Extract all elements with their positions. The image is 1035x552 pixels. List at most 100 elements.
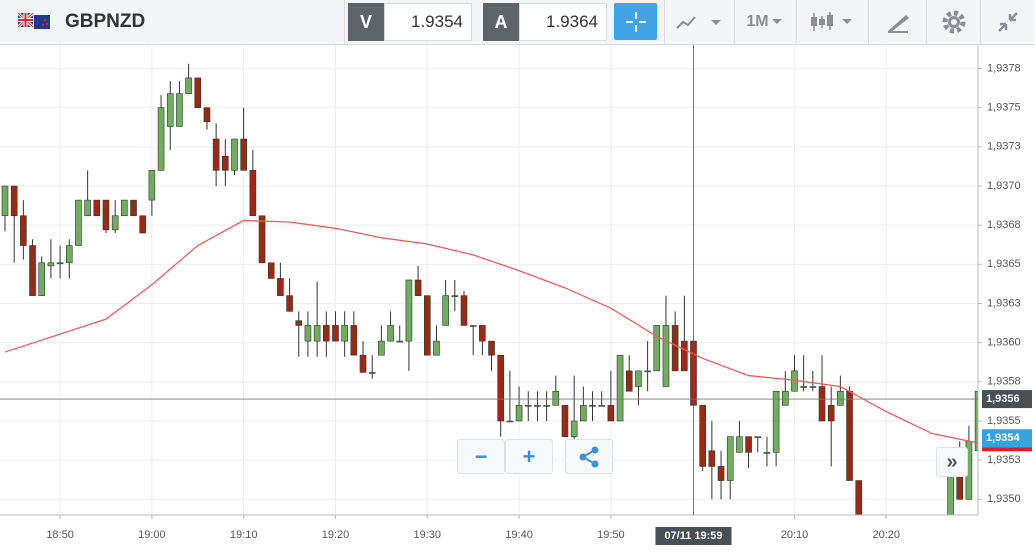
candle-body xyxy=(800,386,807,388)
candle-body xyxy=(598,405,606,407)
candle-body xyxy=(304,325,312,342)
collapse-button[interactable] xyxy=(980,0,1035,44)
y-tick-label: 1,9365 xyxy=(987,258,1021,270)
drawing-button[interactable] xyxy=(868,0,926,44)
candle-body xyxy=(644,370,651,373)
flag-icon xyxy=(18,13,50,29)
x-tick-label: 19:30 xyxy=(414,529,442,541)
candle-body xyxy=(10,185,18,217)
candle-body xyxy=(84,199,91,217)
candle-body xyxy=(543,405,550,407)
candle-body xyxy=(240,138,247,171)
candle-body xyxy=(515,405,523,422)
candle-body xyxy=(249,170,257,217)
buy-price[interactable]: 1.9364 xyxy=(519,3,607,41)
candle-body xyxy=(589,405,596,407)
candle-body xyxy=(625,370,633,392)
y-tick-label: 1,9378 xyxy=(987,62,1021,74)
candle-body xyxy=(717,466,725,481)
candle-body xyxy=(194,77,202,108)
sell-price[interactable]: 1.9354 xyxy=(384,3,472,41)
candle-body xyxy=(433,340,440,356)
candle-body xyxy=(534,405,541,407)
x-tick-label: 19:40 xyxy=(505,529,533,541)
candle-body xyxy=(653,325,661,372)
candle-body xyxy=(29,245,36,296)
candle-body xyxy=(295,320,303,326)
candle-body xyxy=(396,340,404,343)
last-price-label: 1,9354 xyxy=(986,432,1021,444)
x-tick-label: 19:00 xyxy=(138,529,166,541)
candle-body xyxy=(75,199,82,246)
candle-body xyxy=(93,199,101,217)
candle-body xyxy=(130,199,137,217)
candle-body xyxy=(818,386,826,422)
y-tick-label: 1,9358 xyxy=(987,376,1021,388)
candle-body xyxy=(267,262,275,279)
candle-body xyxy=(332,325,339,342)
candle-body xyxy=(121,199,128,217)
candle-body xyxy=(359,354,367,373)
y-tick-label: 1,9353 xyxy=(987,454,1021,466)
candle-body xyxy=(111,215,119,231)
candle-body xyxy=(378,340,385,356)
candle-body xyxy=(681,340,688,372)
candle-style-button[interactable] xyxy=(796,0,868,44)
candle-body xyxy=(423,295,431,356)
candle-body xyxy=(662,325,670,387)
candle-body xyxy=(763,452,771,454)
candle-body xyxy=(47,262,55,267)
candle-body xyxy=(607,405,615,422)
settings-button[interactable] xyxy=(926,0,980,44)
candle-body xyxy=(635,370,642,387)
candle-body xyxy=(772,390,780,453)
scroll-right-button[interactable]: » xyxy=(936,447,968,477)
candle-body xyxy=(20,215,27,246)
candle-body xyxy=(837,390,844,406)
candle-body xyxy=(451,295,459,297)
x-tick-label: 20:10 xyxy=(781,529,809,541)
candle-body xyxy=(580,405,587,422)
candle-body xyxy=(460,295,468,326)
chart-type-button[interactable] xyxy=(664,0,734,44)
candle-body xyxy=(479,325,486,342)
y-tick-label: 1,9363 xyxy=(987,297,1021,309)
crosshair-y-label: 1,9356 xyxy=(986,393,1020,405)
candle-body xyxy=(1,185,9,217)
candle-body xyxy=(166,93,174,127)
candle-body xyxy=(405,279,413,342)
timeframe-button[interactable]: 1M xyxy=(734,0,796,44)
sell-button[interactable]: V xyxy=(348,3,384,41)
zoom-out-button[interactable]: − xyxy=(457,439,505,474)
candle-body xyxy=(827,405,835,422)
share-button[interactable] xyxy=(565,439,613,474)
symbol: GBPNZD xyxy=(65,11,146,32)
candle-body xyxy=(414,279,422,296)
crosshair-x-label: 07/11 19:59 xyxy=(664,530,722,542)
zoom-in-button[interactable]: + xyxy=(505,439,553,474)
candle-body xyxy=(286,295,293,312)
candle-body xyxy=(736,436,743,453)
candle-body xyxy=(506,420,514,423)
moving-average-line xyxy=(4,219,978,444)
buy-button[interactable]: A xyxy=(483,3,519,41)
candle-body xyxy=(231,138,238,171)
y-tick-label: 1,9360 xyxy=(987,337,1021,349)
timeframe[interactable]: 1M xyxy=(746,13,769,30)
candle-body xyxy=(699,405,706,467)
y-tick-label: 1,9350 xyxy=(987,493,1021,505)
candle-body xyxy=(570,420,578,437)
y-tick-label: 1,9368 xyxy=(987,219,1021,231)
chart: 1,9350 1,9353 1,9355 1,9358 1,9360 1,9363 1,93… xyxy=(0,45,1035,552)
toolbar: GBPNZD V 1.9354 A 1.9364 1M xyxy=(0,0,1035,45)
y-tick-label: 1,9375 xyxy=(987,102,1021,114)
candle-body xyxy=(387,325,394,342)
candle-body xyxy=(552,390,560,406)
y-tick-label: 1,9370 xyxy=(987,180,1021,192)
candle-body xyxy=(102,199,110,231)
candle-body xyxy=(350,325,358,356)
candle-body xyxy=(212,138,220,171)
crosshair-button[interactable] xyxy=(614,3,657,40)
candle-body xyxy=(38,262,46,296)
